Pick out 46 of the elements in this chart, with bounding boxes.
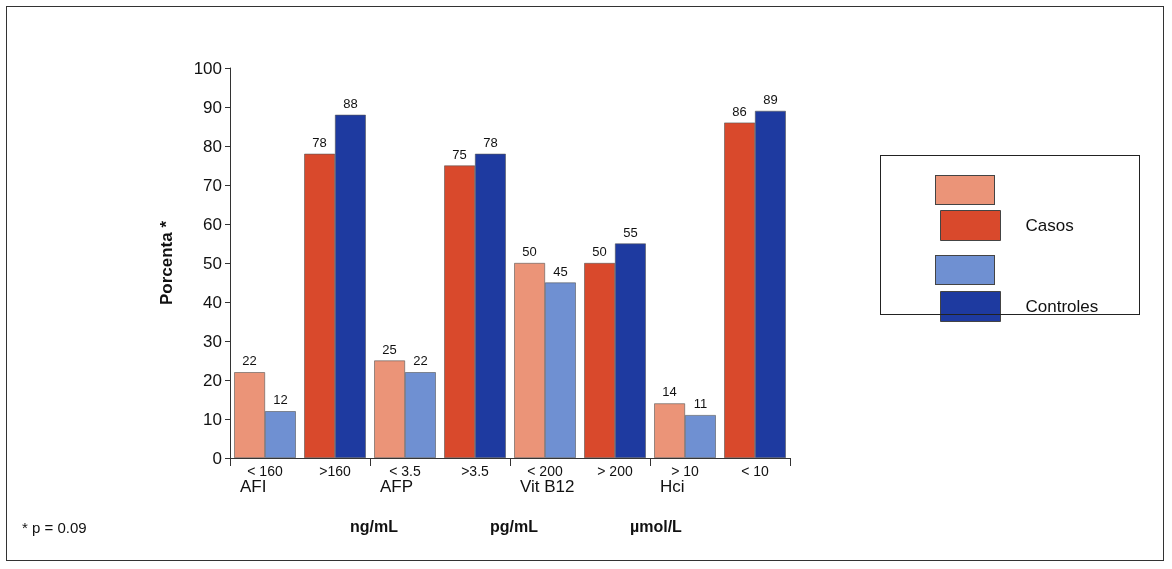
data-label: 50 bbox=[522, 244, 537, 259]
y-axis-title: Porcenta * bbox=[157, 220, 176, 306]
y-tick-label: 90 bbox=[203, 97, 222, 117]
x-tick-label: < 160 bbox=[247, 463, 283, 479]
data-label: 25 bbox=[382, 341, 397, 357]
data-label: 89 bbox=[763, 91, 778, 107]
data-label: 55 bbox=[623, 224, 638, 240]
text: Hci bbox=[660, 477, 685, 496]
data-label: 22 bbox=[242, 353, 257, 369]
y-tick-label: 0 bbox=[212, 448, 222, 468]
x-tick-label: > 200 bbox=[597, 463, 633, 479]
y-tick-label: 10 bbox=[203, 409, 222, 429]
text: pg/mL bbox=[490, 517, 539, 535]
y-tick-label: 20 bbox=[203, 370, 222, 390]
text: AFI bbox=[240, 477, 267, 496]
data-label: 75 bbox=[452, 146, 467, 162]
y-tick-label: 80 bbox=[203, 136, 222, 156]
y-tick-label: 40 bbox=[203, 292, 222, 312]
data-label: 86 bbox=[732, 103, 747, 119]
text: AFP bbox=[380, 477, 414, 496]
data-label: 12 bbox=[273, 392, 288, 408]
legend-label: Controles bbox=[1025, 297, 1099, 316]
x-tick-label: < 3.5 bbox=[389, 463, 421, 479]
x-tick-label: < 200 bbox=[527, 463, 563, 479]
x-tick-label: > 10 bbox=[671, 463, 700, 479]
data-label: 78 bbox=[483, 134, 498, 150]
y-tick-label: 70 bbox=[203, 175, 222, 195]
data-label: 45 bbox=[553, 263, 568, 279]
y-tick-label: 30 bbox=[203, 331, 222, 351]
data-label: 11 bbox=[693, 396, 708, 412]
x-tick-label: >160 bbox=[319, 463, 351, 479]
y-tick-label: 60 bbox=[203, 214, 222, 234]
data-label: 50 bbox=[592, 244, 607, 259]
text: * p = 0.09 bbox=[22, 519, 87, 536]
y-tick-label: 50 bbox=[203, 253, 222, 273]
data-label: 22 bbox=[413, 353, 428, 369]
text: ng/mL bbox=[350, 517, 399, 535]
legend-label: Casos bbox=[1025, 216, 1074, 235]
data-label: 78 bbox=[312, 134, 327, 150]
data-label: 14 bbox=[662, 384, 677, 400]
x-tick-label: < 10 bbox=[741, 463, 770, 479]
y-tick-label: 100 bbox=[193, 58, 222, 78]
x-tick-label: >3.5 bbox=[461, 463, 490, 479]
text: Vit B12 bbox=[520, 477, 575, 496]
data-label: 88 bbox=[343, 95, 358, 111]
text: µmol/L bbox=[630, 517, 683, 535]
